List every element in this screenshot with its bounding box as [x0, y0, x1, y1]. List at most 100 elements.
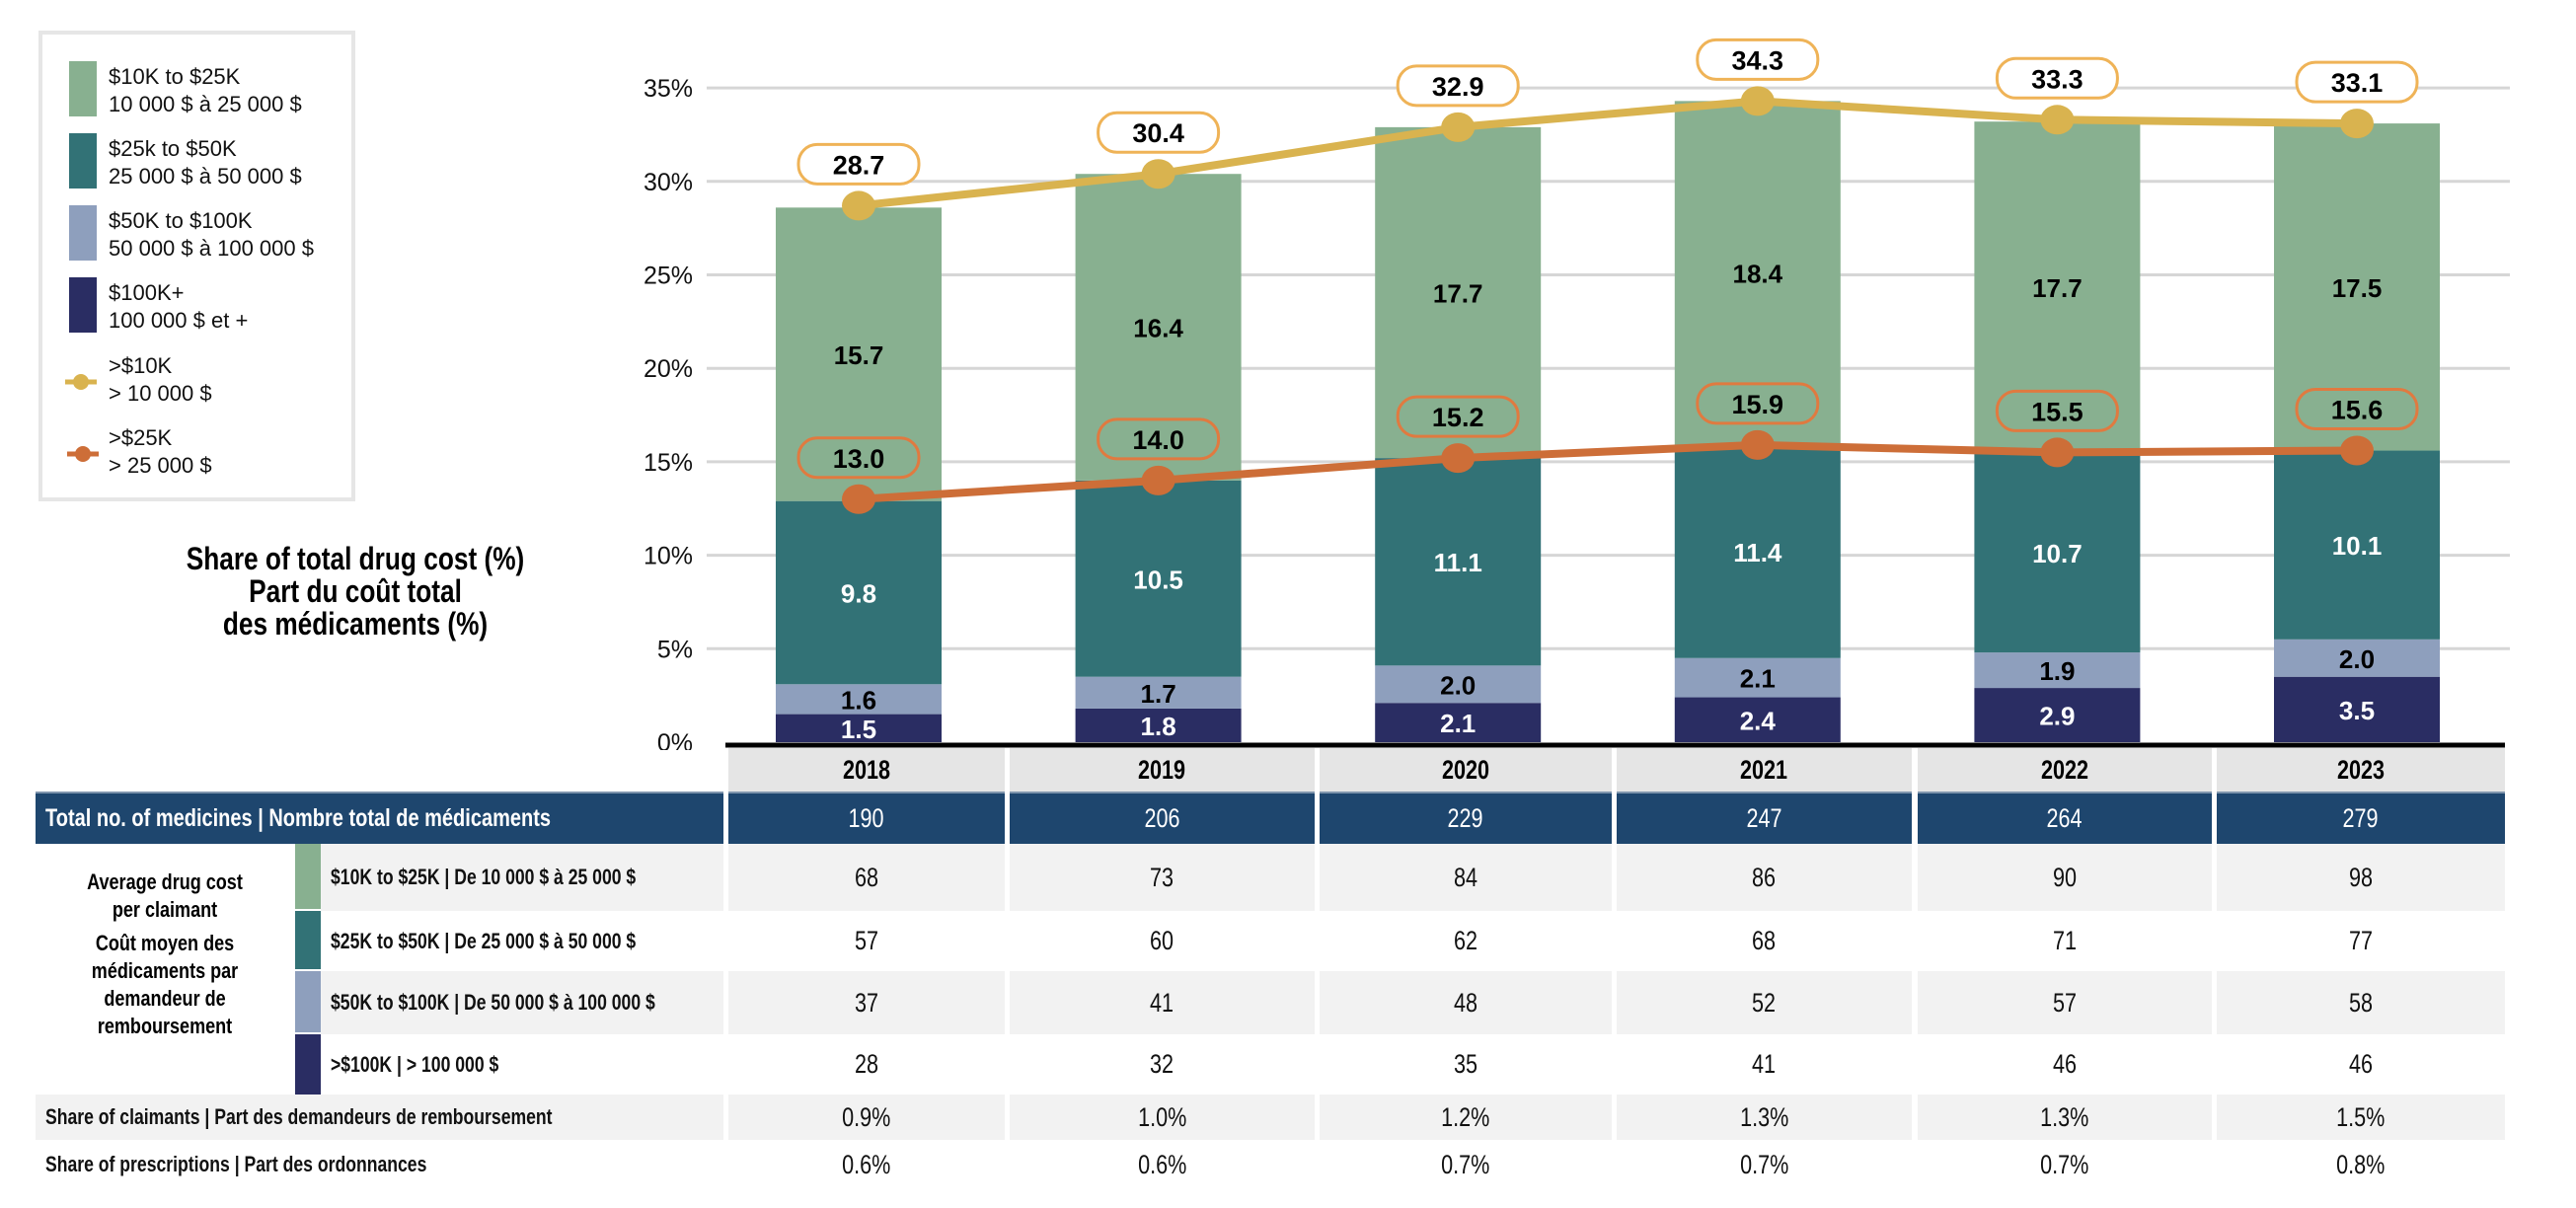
y-tick-label: 15% [644, 449, 693, 477]
bar-stack: 1.8 1.7 10.5 16.4 [1075, 174, 1242, 742]
line-point-label-box [1995, 56, 2119, 100]
avg-cost-label-line: per claimant [112, 897, 218, 922]
bar-segment [1075, 480, 1242, 677]
avg-cost-cell-text: 60 [1150, 926, 1174, 955]
bar-segment-label: 10.7 [2032, 539, 2083, 568]
share-claimants-cell-text: 1.3% [1739, 1101, 1789, 1132]
y-tick-label: 5% [657, 636, 693, 663]
avg-cost-cell: 58 [2217, 971, 2505, 1034]
avg-cost-cell: 52 [1617, 971, 1912, 1034]
avg-cost-row-label-text: $10K to $25K | De 10 000 $ à 25 000 $ [331, 865, 637, 889]
avg-cost-row-label: $25K to $50K | De 25 000 $ à 50 000 $ [321, 911, 723, 971]
y-tick-label: 25% [644, 263, 693, 290]
avg-cost-row-label: $10K to $25K | De 10 000 $ à 25 000 $ [321, 844, 723, 911]
series-line [858, 97, 2358, 210]
avg-cost-cell: 60 [1010, 911, 1315, 971]
bar-segment-label: 17.7 [1433, 278, 1483, 308]
total-medicines-cell-text: 190 [848, 803, 885, 833]
bar-segment-label: 2.1 [1740, 664, 1776, 694]
bar-segment [1375, 458, 1542, 666]
bar-segment [1674, 101, 1841, 445]
bar-segment-label: 2.0 [2339, 644, 2375, 674]
color-strip-100k-plus [295, 1034, 321, 1095]
share-prescriptions-cell: 0.7% [1320, 1140, 1612, 1189]
chart-title-line: Share of total drug cost (%) [186, 541, 525, 576]
total-medicines-cell: 206 [1010, 792, 1315, 844]
share-prescriptions-cell-text: 0.7% [1441, 1149, 1490, 1179]
total-medicines-cell: 190 [728, 792, 1005, 844]
share-claimants-label-text: Share of claimants | Part des demandeurs… [45, 1104, 553, 1129]
line-point-label: 33.1 [2331, 68, 2384, 98]
legend-label-fr: 50 000 $ à 100 000 $ [109, 236, 314, 261]
avg-cost-cell-text: 98 [2348, 862, 2374, 892]
share-claimants-cell-text: 1.5% [2336, 1101, 2386, 1132]
legend-swatch [69, 133, 97, 189]
line-point-label: 30.4 [1132, 118, 1184, 148]
share-prescriptions-cell: 0.7% [1617, 1140, 1912, 1189]
avg-cost-cell: 73 [1010, 844, 1315, 911]
bar-segment-label: 2.0 [1440, 670, 1476, 700]
total-medicines-label-text: Total no. of medicines | Nombre total de… [45, 804, 551, 832]
avg-cost-row-label-text: >$100K | > 100 000 $ [331, 1051, 499, 1077]
line-point-marker [1740, 429, 1775, 460]
avg-cost-cell-text: 28 [854, 1049, 879, 1079]
avg-cost-cell: 68 [1617, 911, 1912, 971]
legend-label-fr: > 25 000 $ [109, 453, 212, 478]
total-medicines-cell: 229 [1320, 792, 1612, 844]
avg-cost-cell: 86 [1617, 844, 1912, 911]
share-prescriptions-cell: 0.6% [728, 1140, 1005, 1189]
y-tick-label: 0% [657, 729, 693, 750]
avg-cost-cell-text: 32 [1150, 1049, 1174, 1079]
line-point-label-box [2295, 60, 2419, 104]
share-prescriptions-cell-text: 0.6% [1137, 1149, 1187, 1179]
bar-segment-label: 15.7 [834, 340, 884, 370]
avg-cost-cell-text: 77 [2348, 926, 2374, 955]
line-point-label-box [1696, 382, 1820, 425]
legend-label-en: $100K+ [109, 280, 185, 305]
bar-segment-label: 1.7 [1141, 679, 1176, 709]
total-medicines-cell: 264 [1918, 792, 2212, 844]
share-claimants-cell: 1.2% [1320, 1095, 1612, 1140]
line-point-marker [2040, 105, 2075, 135]
year-header-cell: 2022 [1918, 748, 2212, 792]
share-claimants-cell-text: 0.9% [842, 1101, 891, 1132]
line-point-label: 13.0 [833, 444, 885, 474]
avg-cost-cell-text: 52 [1752, 987, 1777, 1018]
bar-segment-label: 1.9 [2039, 656, 2075, 686]
line-point-label: 34.3 [1732, 45, 1784, 75]
line-point-label: 15.6 [2331, 396, 2384, 425]
line-marker-icon [65, 374, 97, 390]
year-header-cell: 2018 [728, 748, 1005, 792]
legend-label-en: >$25K [109, 425, 173, 450]
share-prescriptions-cell: 0.6% [1010, 1140, 1315, 1189]
bar-stack: 2.1 2.0 11.1 17.7 [1375, 126, 1542, 742]
legend-swatch [69, 61, 97, 116]
share-claimants-cell-text: 1.0% [1137, 1101, 1187, 1132]
bar-segment [1375, 703, 1542, 742]
avg-cost-cell: 71 [1918, 911, 2212, 971]
year-header-cell: 2020 [1320, 748, 1612, 792]
line-point-marker [1740, 86, 1775, 116]
share-prescriptions-cell-text: 0.7% [2040, 1149, 2089, 1179]
legend-swatch [69, 277, 97, 333]
avg-cost-cell-text: 84 [1453, 862, 1478, 892]
avg-cost-cell-text: 41 [1752, 1049, 1777, 1079]
legend-label-fr: 100 000 $ et + [109, 308, 249, 333]
year-header-cell-text: 2019 [1138, 754, 1186, 785]
share-claimants-cell: 0.9% [728, 1095, 1005, 1140]
avg-cost-cell-text: 35 [1453, 1049, 1478, 1079]
bar-segment [776, 207, 942, 501]
total-medicines-label: Total no. of medicines | Nombre total de… [36, 792, 723, 844]
line-point-label-box [1396, 395, 1520, 438]
avg-cost-cell: 90 [1918, 844, 2212, 911]
share-prescriptions-cell-text: 0.8% [2336, 1149, 2386, 1179]
avg-cost-row-label: $50K to $100K | De 50 000 $ à 100 000 $ [321, 971, 723, 1034]
bar-segment [1075, 708, 1242, 742]
bar-segment [776, 500, 942, 685]
bar-segment-label: 17.5 [2332, 273, 2383, 303]
avg-cost-cell-text: 41 [1150, 987, 1174, 1018]
line-point-label: 14.0 [1132, 425, 1184, 455]
avg-cost-cell-text: 62 [1453, 926, 1478, 955]
line-point-marker [1441, 443, 1476, 474]
avg-cost-cell-text: 68 [1752, 926, 1777, 955]
